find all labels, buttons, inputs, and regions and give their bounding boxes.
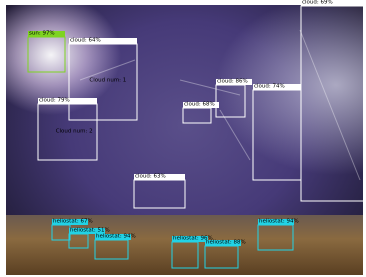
detection-label: cloud: 68%: [184, 102, 215, 108]
detection-label: cloud: 69%: [302, 0, 333, 6]
detection-box: [52, 225, 70, 240]
detection-label: cloud: 79%: [39, 98, 70, 104]
detection-label: cloud: 63%: [135, 174, 166, 180]
detection-box: [134, 180, 185, 208]
detection-label: cloud: 74%: [254, 84, 285, 90]
detection-label: heliostat: 88%: [206, 240, 246, 246]
detection-box: [205, 246, 238, 268]
detection-label: sun: 97%: [29, 31, 55, 37]
detection-box: [69, 234, 88, 248]
cloud-info: Cloud num: 1: [89, 77, 126, 83]
overlay: sun: 97% cloud: 64% Cloud num: 1 cloud: 79%…: [0, 0, 366, 277]
detection-label: cloud: 86%: [217, 79, 248, 85]
cloud-info: Cloud num: 2: [56, 128, 93, 134]
detection-box: [301, 6, 364, 201]
detection-box: [258, 225, 293, 250]
detection-box: [253, 90, 301, 180]
detection-box: [28, 37, 65, 72]
detection-label: heliostat: 67%: [53, 219, 93, 225]
detection-box: [95, 240, 128, 259]
detection-box: [172, 242, 198, 268]
detection-box: [183, 108, 211, 123]
screenshot: sun: 97% cloud: 64% Cloud num: 1 cloud: 79%…: [0, 0, 366, 277]
detection-label: cloud: 64%: [70, 38, 101, 44]
cloud-streak: [300, 30, 360, 180]
detection-label: heliostat: 94%: [259, 219, 299, 225]
detection-label: heliostat: 94%: [96, 234, 136, 240]
